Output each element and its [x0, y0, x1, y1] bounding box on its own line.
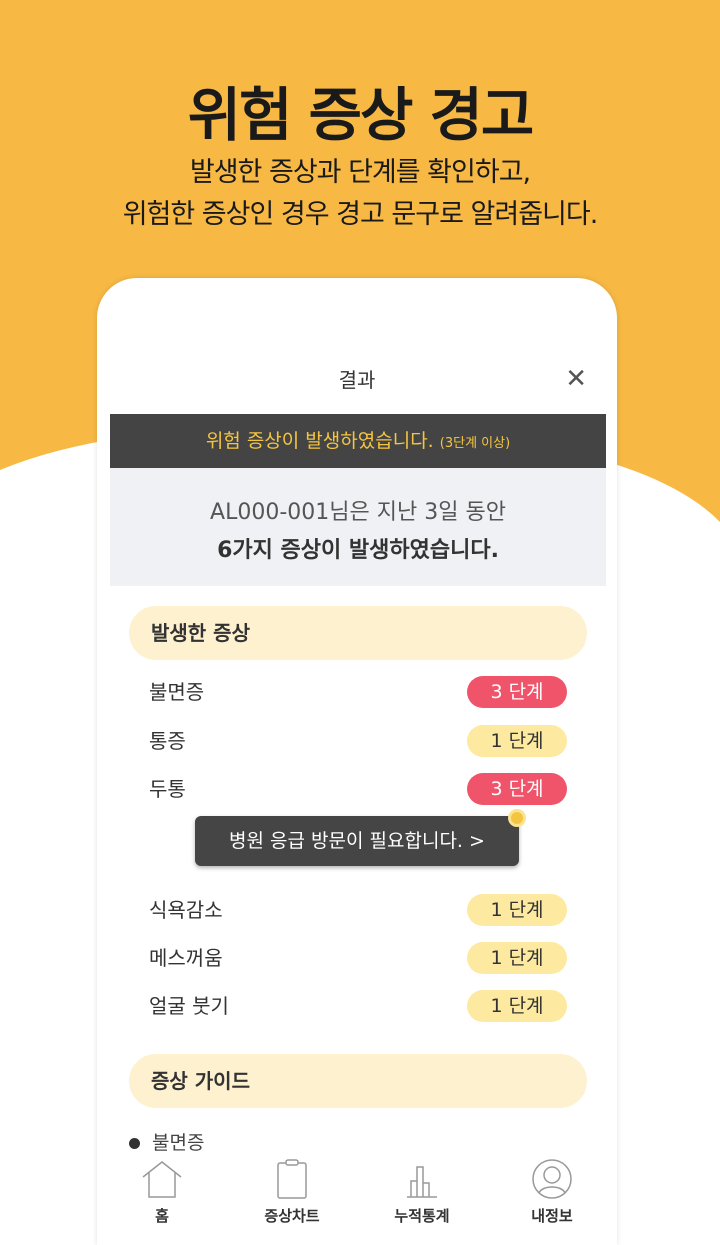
promo-title: 위험 증상 경고: [187, 81, 535, 149]
nav-home[interactable]: 홈: [97, 1153, 227, 1233]
summary-count: 6가지 증상이 발생하였습니다.: [217, 538, 499, 563]
clipboard-icon: [277, 1159, 307, 1199]
nav-label: 내정보: [531, 1207, 573, 1225]
bottom-nav: 홈 증상차트 누적통계 내정보: [97, 1153, 617, 1233]
symptom-row[interactable]: 메스꺼움 1 단계: [149, 942, 567, 974]
symptom-name: 두통: [149, 777, 186, 801]
level-badge: 3 단계: [467, 676, 567, 708]
symptom-name: 통증: [149, 729, 186, 753]
level-badge: 1 단계: [467, 725, 567, 757]
symptom-name: 식욕감소: [149, 898, 223, 922]
nav-label: 누적통계: [394, 1207, 450, 1225]
home-icon: [142, 1161, 182, 1198]
summary-line: AL000-001님은 지난 3일 동안: [210, 500, 506, 525]
nav-statistics[interactable]: 누적통계: [357, 1153, 487, 1233]
level-badge: 1 단계: [467, 894, 567, 926]
emergency-tooltip[interactable]: 병원 응급 방문이 필요합니다. >: [195, 816, 519, 866]
guide-item-label: 불면증: [152, 1132, 205, 1154]
symptom-row[interactable]: 불면증 3 단계: [149, 676, 567, 708]
subtitle-line: 위험한 증상인 경우 경고 문구로 알려줍니다.: [122, 199, 599, 230]
indicator-dot: [508, 809, 526, 827]
result-summary: AL000-001님은 지난 3일 동안 6가지 증상이 발생하였습니다.: [110, 468, 606, 586]
symptom-row[interactable]: 얼굴 붓기 1 단계: [149, 990, 567, 1022]
symptom-row[interactable]: 두통 3 단계: [149, 773, 567, 805]
subtitle-line: 발생한 증상과 단계를 확인하고,: [189, 157, 531, 188]
warning-note: (3단계 이상): [439, 436, 511, 451]
section-header-guide: 증상 가이드: [129, 1054, 587, 1108]
promo-subtitle: 발생한 증상과 단계를 확인하고, 위험한 증상인 경우 경고 문구로 알려줍니다…: [0, 152, 720, 236]
symptom-row[interactable]: 통증 1 단계: [149, 725, 567, 757]
level-badge: 1 단계: [467, 990, 567, 1022]
page-title: 결과: [338, 368, 376, 392]
close-icon[interactable]: ✕: [565, 364, 587, 394]
nav-label: 홈: [155, 1207, 169, 1225]
symptom-name: 얼굴 붓기: [149, 994, 229, 1018]
phone-screen: 결과 ✕ 위험 증상이 발생하였습니다. (3단계 이상) AL000-001님…: [97, 278, 617, 1245]
nav-label: 증상차트: [264, 1207, 320, 1225]
bullet-icon: [129, 1138, 140, 1149]
warning-text: 위험 증상이 발생하였습니다.: [205, 430, 434, 452]
guide-item[interactable]: 불면증: [129, 1128, 204, 1155]
bar-chart-icon: [407, 1166, 437, 1198]
section-header-symptoms: 발생한 증상: [129, 606, 587, 660]
symptom-row[interactable]: 식욕감소 1 단계: [149, 894, 567, 926]
nav-my-info[interactable]: 내정보: [487, 1153, 617, 1233]
nav-symptom-chart[interactable]: 증상차트: [227, 1153, 357, 1233]
user-icon: [532, 1159, 572, 1199]
symptom-name: 메스꺼움: [149, 946, 223, 970]
symptom-name: 불면증: [149, 680, 205, 704]
warning-banner: 위험 증상이 발생하였습니다. (3단계 이상): [110, 414, 606, 468]
level-badge: 3 단계: [467, 773, 567, 805]
level-badge: 1 단계: [467, 942, 567, 974]
